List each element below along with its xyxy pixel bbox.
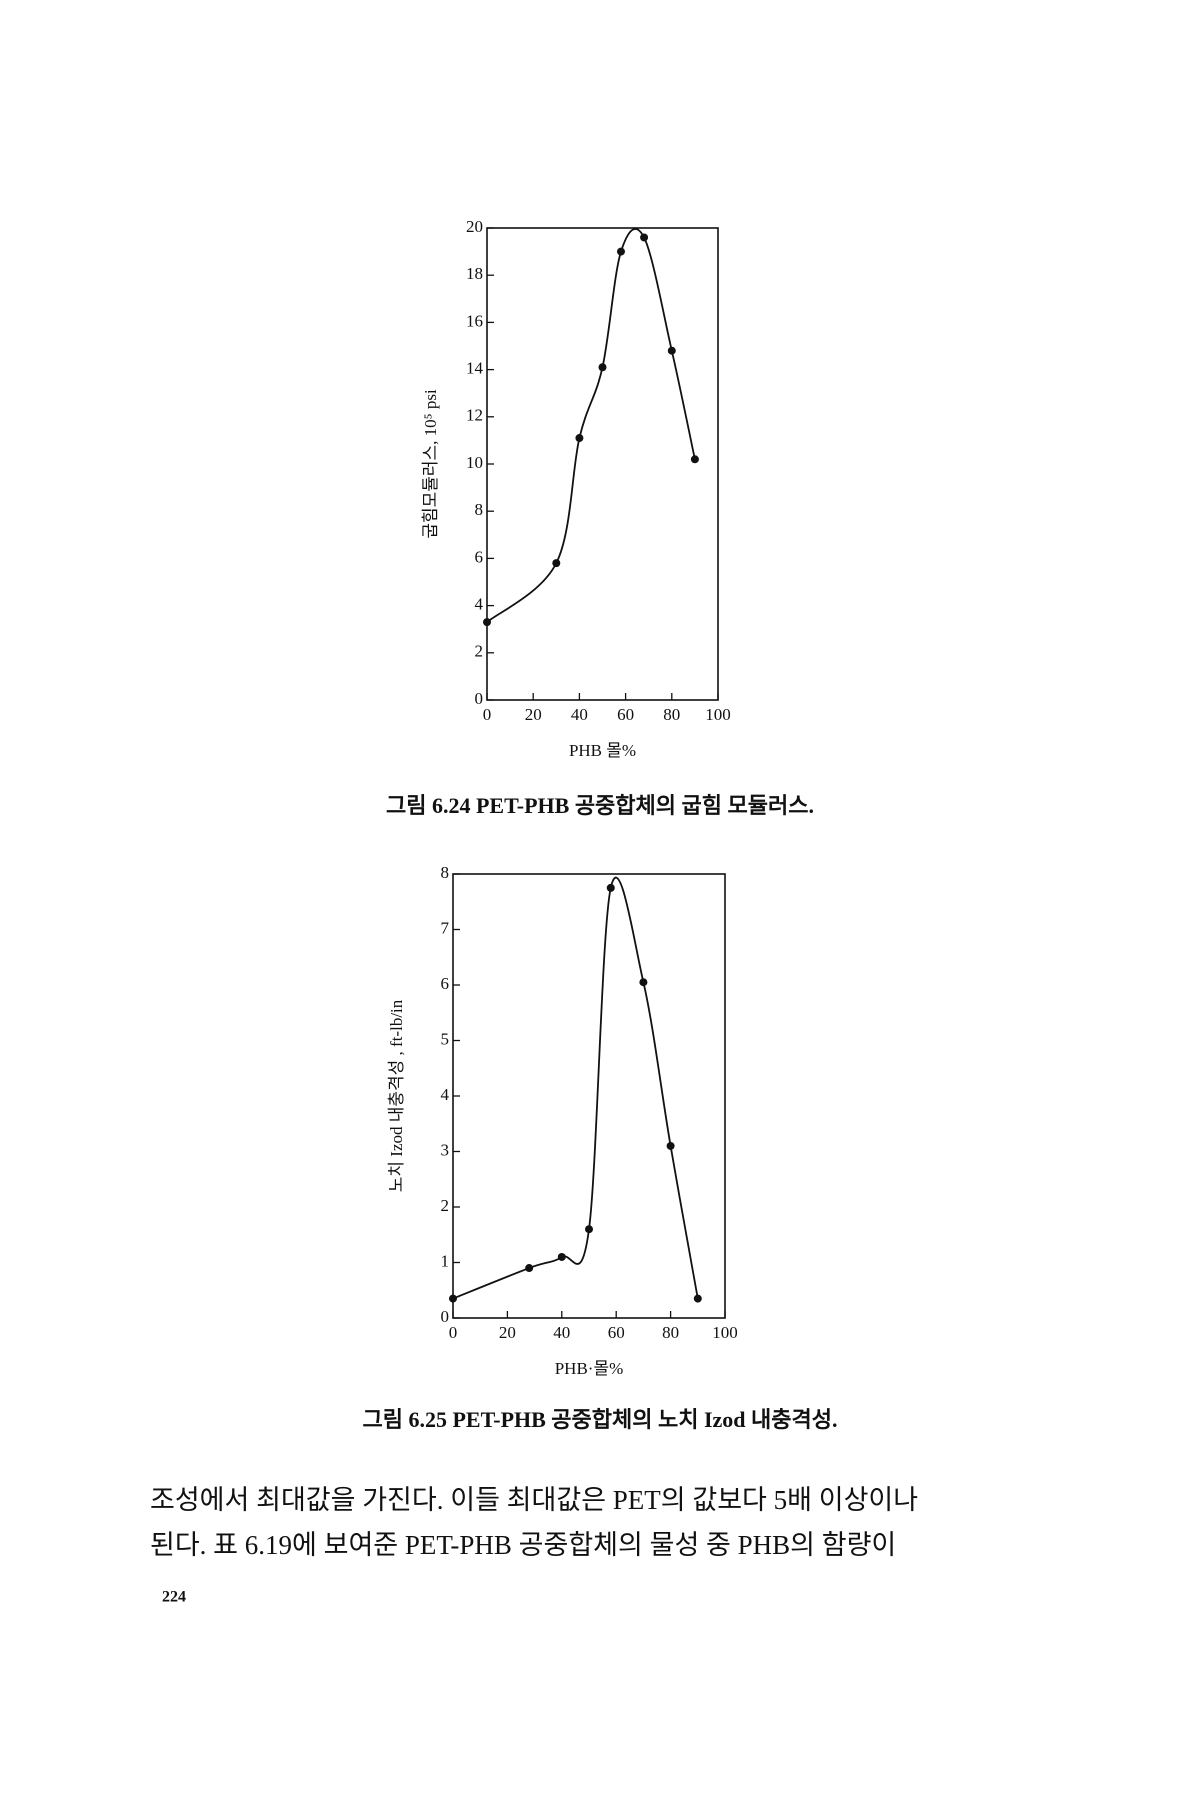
x-tick-label: 40 bbox=[553, 1323, 570, 1342]
x-tick-label: 0 bbox=[449, 1323, 458, 1342]
y-tick-label: 8 bbox=[475, 500, 484, 519]
data-point bbox=[640, 233, 649, 242]
body-line: 조성에서 최대값을 가진다. 이들 최대값은 PET의 값보다 5배 이상이나 bbox=[150, 1485, 918, 1515]
data-point bbox=[552, 559, 561, 568]
y-tick-label: 4 bbox=[441, 1085, 450, 1104]
plot-frame bbox=[452, 873, 726, 1319]
data-point bbox=[690, 455, 699, 464]
data-point bbox=[598, 363, 607, 372]
x-tick-label: 40 bbox=[571, 705, 588, 724]
y-tick-label: 16 bbox=[466, 311, 483, 330]
x-tick-label: 20 bbox=[499, 1323, 516, 1342]
data-point bbox=[449, 1294, 457, 1303]
data-curve bbox=[452, 876, 699, 1300]
y-tick-label: 7 bbox=[441, 918, 450, 937]
y-tick-label: 4 bbox=[475, 595, 484, 614]
y-tick-label: 6 bbox=[441, 974, 450, 993]
data-point bbox=[666, 1141, 675, 1150]
data-point bbox=[483, 618, 491, 627]
data-point bbox=[557, 1252, 566, 1261]
data-point bbox=[575, 434, 584, 443]
y-tick-label: 2 bbox=[441, 1196, 450, 1215]
y-tick-label: 14 bbox=[466, 359, 484, 378]
x-tick-label: 60 bbox=[617, 705, 634, 724]
plot-frame bbox=[486, 227, 719, 701]
x-tick-label: 60 bbox=[608, 1323, 625, 1342]
x-tick-label: 100 bbox=[712, 1323, 738, 1342]
data-point bbox=[606, 883, 615, 892]
x-tick-label: 20 bbox=[525, 705, 542, 724]
caption: 그림 6.25 PET-PHB 공중합체의 노치 Izod 내충격성. bbox=[363, 1407, 838, 1432]
y-axis-label: 굽힘모듈러스, 10⁵ psi bbox=[421, 389, 440, 539]
y-tick-label: 6 bbox=[475, 547, 484, 566]
y-tick-label: 1 bbox=[441, 1251, 450, 1270]
y-tick-label: 5 bbox=[441, 1029, 450, 1048]
data-point bbox=[667, 346, 676, 355]
data-point bbox=[639, 978, 648, 987]
x-tick-label: 100 bbox=[705, 705, 731, 724]
y-tick-label: 2 bbox=[475, 642, 484, 661]
data-point bbox=[616, 247, 625, 256]
y-tick-label: 12 bbox=[466, 406, 483, 425]
body-line: 된다. 표 6.19에 보여준 PET-PHB 공중합체의 물성 중 PHB의 … bbox=[150, 1530, 896, 1560]
data-point bbox=[693, 1294, 702, 1303]
y-tick-label: 10 bbox=[466, 453, 483, 472]
page-number: 224 bbox=[162, 1589, 186, 1606]
data-point bbox=[525, 1264, 534, 1273]
y-tick-label: 0 bbox=[475, 689, 484, 708]
x-axis-label: PHB·몰% bbox=[555, 1359, 624, 1378]
caption: 그림 6.24 PET-PHB 공중합체의 굽힘 모듈러스. bbox=[386, 793, 814, 818]
y-tick-label: 0 bbox=[441, 1307, 450, 1326]
x-tick-label: 0 bbox=[483, 705, 492, 724]
y-tick-label: 18 bbox=[466, 264, 483, 283]
y-axis-label: 노치 Izod 내충격성 , ft-lb/in bbox=[387, 999, 406, 1192]
x-tick-label: 80 bbox=[662, 1323, 679, 1342]
data-curve bbox=[486, 228, 696, 623]
x-axis-label: PHB 몰% bbox=[569, 741, 636, 760]
data-point bbox=[585, 1225, 593, 1234]
y-tick-label: 3 bbox=[441, 1140, 450, 1159]
y-tick-label: 8 bbox=[441, 863, 450, 882]
y-tick-label: 20 bbox=[466, 217, 483, 236]
x-tick-label: 80 bbox=[663, 705, 680, 724]
